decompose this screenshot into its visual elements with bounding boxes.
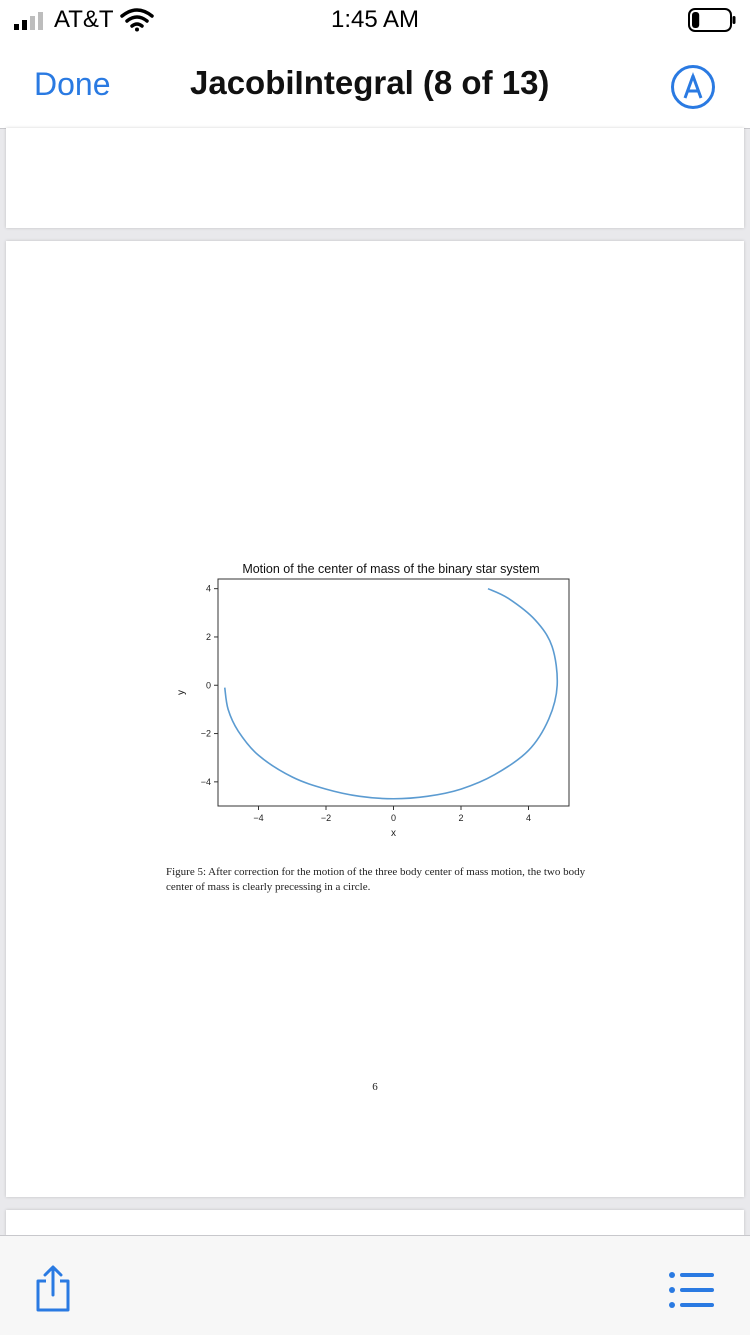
page-number: 6 [372,1081,378,1093]
y-tick-label: −2 [201,729,211,739]
y-tick-label: 4 [206,584,211,594]
document-title: JacobiIntegral (8 of 13) [190,64,550,101]
signal-icon [14,12,43,30]
y-axis-label: y [176,690,187,695]
previous-page [6,128,744,228]
y-tick-label: 0 [206,680,211,690]
battery-icon [688,8,736,32]
chart-title: Motion of the center of mass of the bina… [242,562,540,576]
share-icon[interactable] [32,1264,74,1314]
status-bar: AT&T 1:45 AM [0,0,750,40]
x-tick-label: 4 [526,813,531,823]
chart: −4 −2 0 2 4 4 2 0 −2 −4 x y [176,578,570,839]
figure: Motion of the center of mass of the bina… [6,241,744,1197]
wifi-icon [120,8,154,32]
x-axis-label: x [391,828,396,839]
x-tick-label: −2 [321,813,331,823]
markup-pen-icon[interactable] [670,64,716,110]
status-time: 1:45 AM [330,6,420,33]
navigation-bar: Done JacobiIntegral (8 of 13) [0,40,750,129]
bottom-toolbar [0,1235,750,1335]
x-tick-label: 2 [458,813,463,823]
figure-caption: Figure 5: After correction for the motio… [166,866,586,893]
next-page [6,1210,744,1236]
y-tick-label: −4 [201,777,211,787]
carrier-name: AT&T [54,6,114,33]
document-page: Motion of the center of mass of the bina… [6,241,744,1197]
list-icon[interactable] [668,1270,714,1310]
y-tick-label: 2 [206,632,211,642]
plot-frame [217,578,570,807]
x-tick-label: −4 [253,813,263,823]
x-tick-label: 0 [391,813,396,823]
done-button[interactable]: Done [34,66,111,102]
series-line [223,587,559,800]
